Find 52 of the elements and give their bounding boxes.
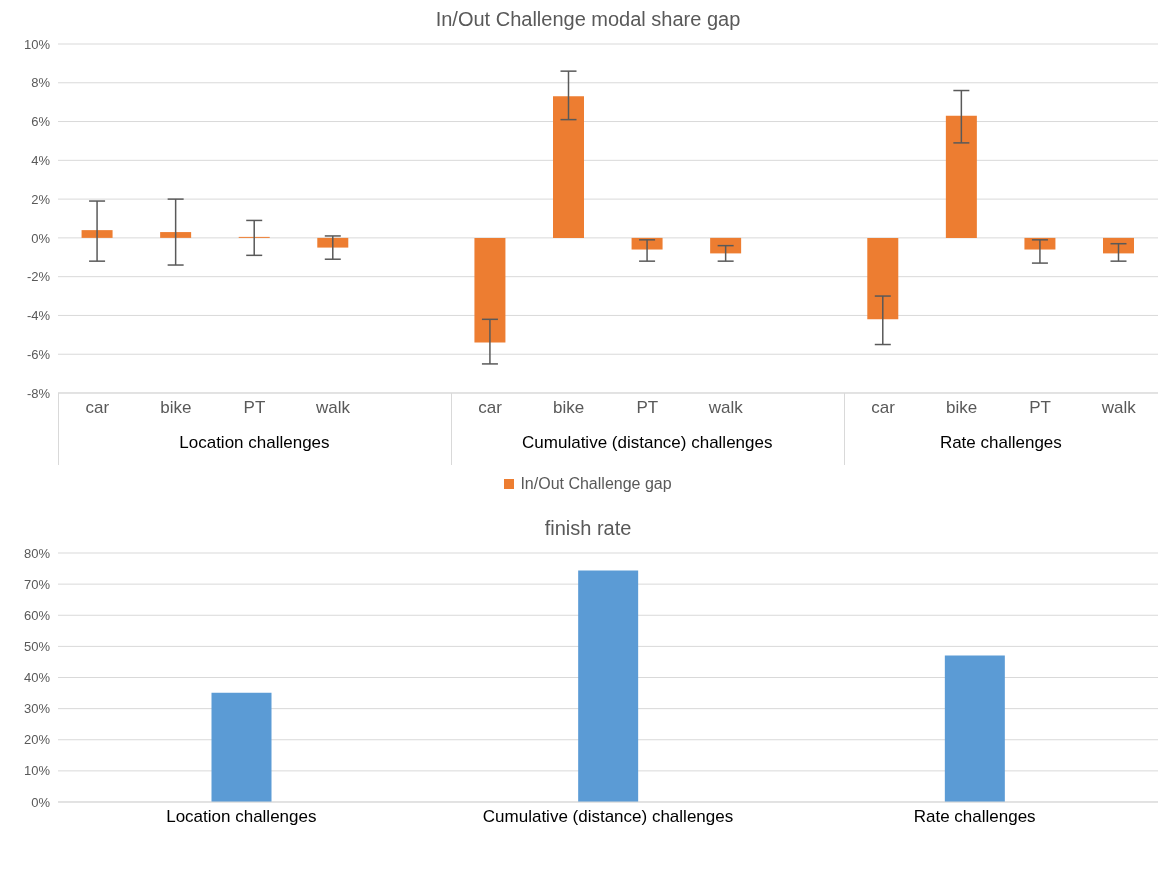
- x-tick-label: bike: [160, 398, 192, 418]
- bar: [710, 237, 742, 254]
- y-tick-label: -6%: [26, 346, 51, 362]
- y-tick-label: 80%: [23, 545, 51, 561]
- bar: [317, 237, 349, 248]
- y-tick-label: 70%: [23, 576, 51, 592]
- chart-title: In/Out Challenge modal share gap: [434, 8, 742, 31]
- y-tick-label: -4%: [26, 308, 51, 324]
- bar: [211, 692, 272, 802]
- legend-label: In/Out Challenge gap: [519, 475, 672, 493]
- x-tick-label: walk: [707, 398, 744, 418]
- x-tick-label: car: [871, 398, 896, 418]
- bar: [553, 96, 584, 238]
- y-tick-label: 8%: [31, 75, 51, 91]
- bar: [160, 232, 192, 238]
- bar: [945, 115, 977, 238]
- text: Cumulative (distance) challenges: [521, 433, 774, 453]
- x-tick-label: Cumulative (distance) challenges: [482, 807, 734, 827]
- text: Rate challenges: [938, 433, 1063, 453]
- x-tick-label: walk: [1100, 398, 1137, 418]
- x-tick-label: PT: [243, 398, 266, 418]
- y-tick-label: 10%: [23, 763, 51, 779]
- bar: [474, 237, 506, 343]
- y-tick-label: 6%: [31, 114, 51, 130]
- bar: [578, 570, 639, 802]
- y-tick-label: 0%: [31, 794, 51, 810]
- x-tick-label: car: [478, 398, 503, 418]
- y-tick-label: -8%: [26, 385, 51, 401]
- y-tick-label: 10%: [23, 36, 51, 52]
- x-tick-label: Location challenges: [166, 807, 317, 827]
- x-tick-label: PT: [636, 398, 659, 418]
- y-tick-label: 0%: [31, 230, 51, 246]
- bar: [81, 230, 113, 238]
- y-tick-label: -2%: [26, 269, 51, 285]
- x-tick-label: car: [85, 398, 110, 418]
- y-tick-label: 30%: [23, 701, 51, 717]
- text: Location challenges: [178, 433, 331, 453]
- y-tick-label: 60%: [23, 607, 51, 623]
- x-tick-label: PT: [1029, 398, 1052, 418]
- y-tick-label: 4%: [31, 152, 51, 168]
- bar: [867, 237, 899, 320]
- x-tick-label: Rate challenges: [913, 807, 1036, 827]
- y-tick-label: 2%: [31, 191, 51, 207]
- y-tick-label: 40%: [23, 670, 51, 686]
- y-tick-label: 50%: [23, 638, 51, 654]
- x-tick-label: walk: [314, 398, 351, 418]
- y-tick-label: 20%: [23, 732, 51, 748]
- bar: [1103, 237, 1134, 254]
- x-tick-label: bike: [945, 398, 978, 418]
- x-tick-label: bike: [553, 398, 585, 418]
- chart-title: finish rate: [543, 517, 633, 540]
- bar: [944, 655, 1005, 802]
